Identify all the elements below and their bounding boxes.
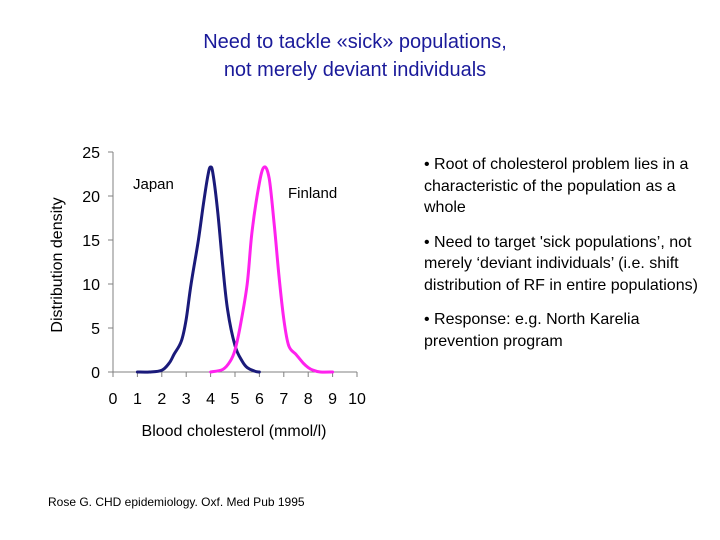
x-tick-label: 4 <box>206 391 215 408</box>
x-tick-label: 1 <box>133 391 142 408</box>
x-tick-label: 7 <box>279 391 288 408</box>
legend-japan: Japan <box>133 176 174 193</box>
chart-series <box>135 165 335 374</box>
y-tick-label: 25 <box>82 145 100 162</box>
citation: Rose G. CHD epidemiology. Oxf. Med Pub 1… <box>48 495 305 509</box>
title-line-2: not merely deviant individuals <box>223 59 487 81</box>
y-tick-label: 0 <box>91 365 100 382</box>
y-tick-label: 5 <box>91 321 100 338</box>
x-tick-label: 3 <box>182 391 191 408</box>
x-tick-label: 10 <box>348 391 366 408</box>
y-tick-label: 20 <box>82 189 100 206</box>
bullet-item-2: • Need to target 'sick populations’, not… <box>424 233 698 294</box>
title-line-1: Need to tackle «sick» populations, <box>203 31 507 53</box>
x-tick-label: 9 <box>328 391 337 408</box>
y-axis-label: Distribution density <box>49 197 66 332</box>
series-line-japan <box>135 165 261 374</box>
x-tick-label: 0 <box>109 391 118 408</box>
x-axis-label: Blood cholesterol (mmol/l) <box>142 423 327 440</box>
x-tick-label: 2 <box>157 391 166 408</box>
y-tick-label: 10 <box>82 277 100 294</box>
legend-finland: Finland <box>288 185 337 202</box>
bullet-list: • Root of cholesterol problem lies in a … <box>424 154 704 365</box>
x-tick-label: 6 <box>255 391 264 408</box>
bullet-item-3: • Response: e.g. North Karelia preventio… <box>424 311 640 350</box>
bullet-item-1: • Root of cholesterol problem lies in a … <box>424 156 689 216</box>
series-line-finland <box>209 165 335 374</box>
x-tick-label: 5 <box>231 391 240 408</box>
slide-title: Need to tackle «sick» populations, not m… <box>0 28 710 84</box>
x-tick-label: 8 <box>304 391 313 408</box>
y-tick-label: 15 <box>82 233 100 250</box>
